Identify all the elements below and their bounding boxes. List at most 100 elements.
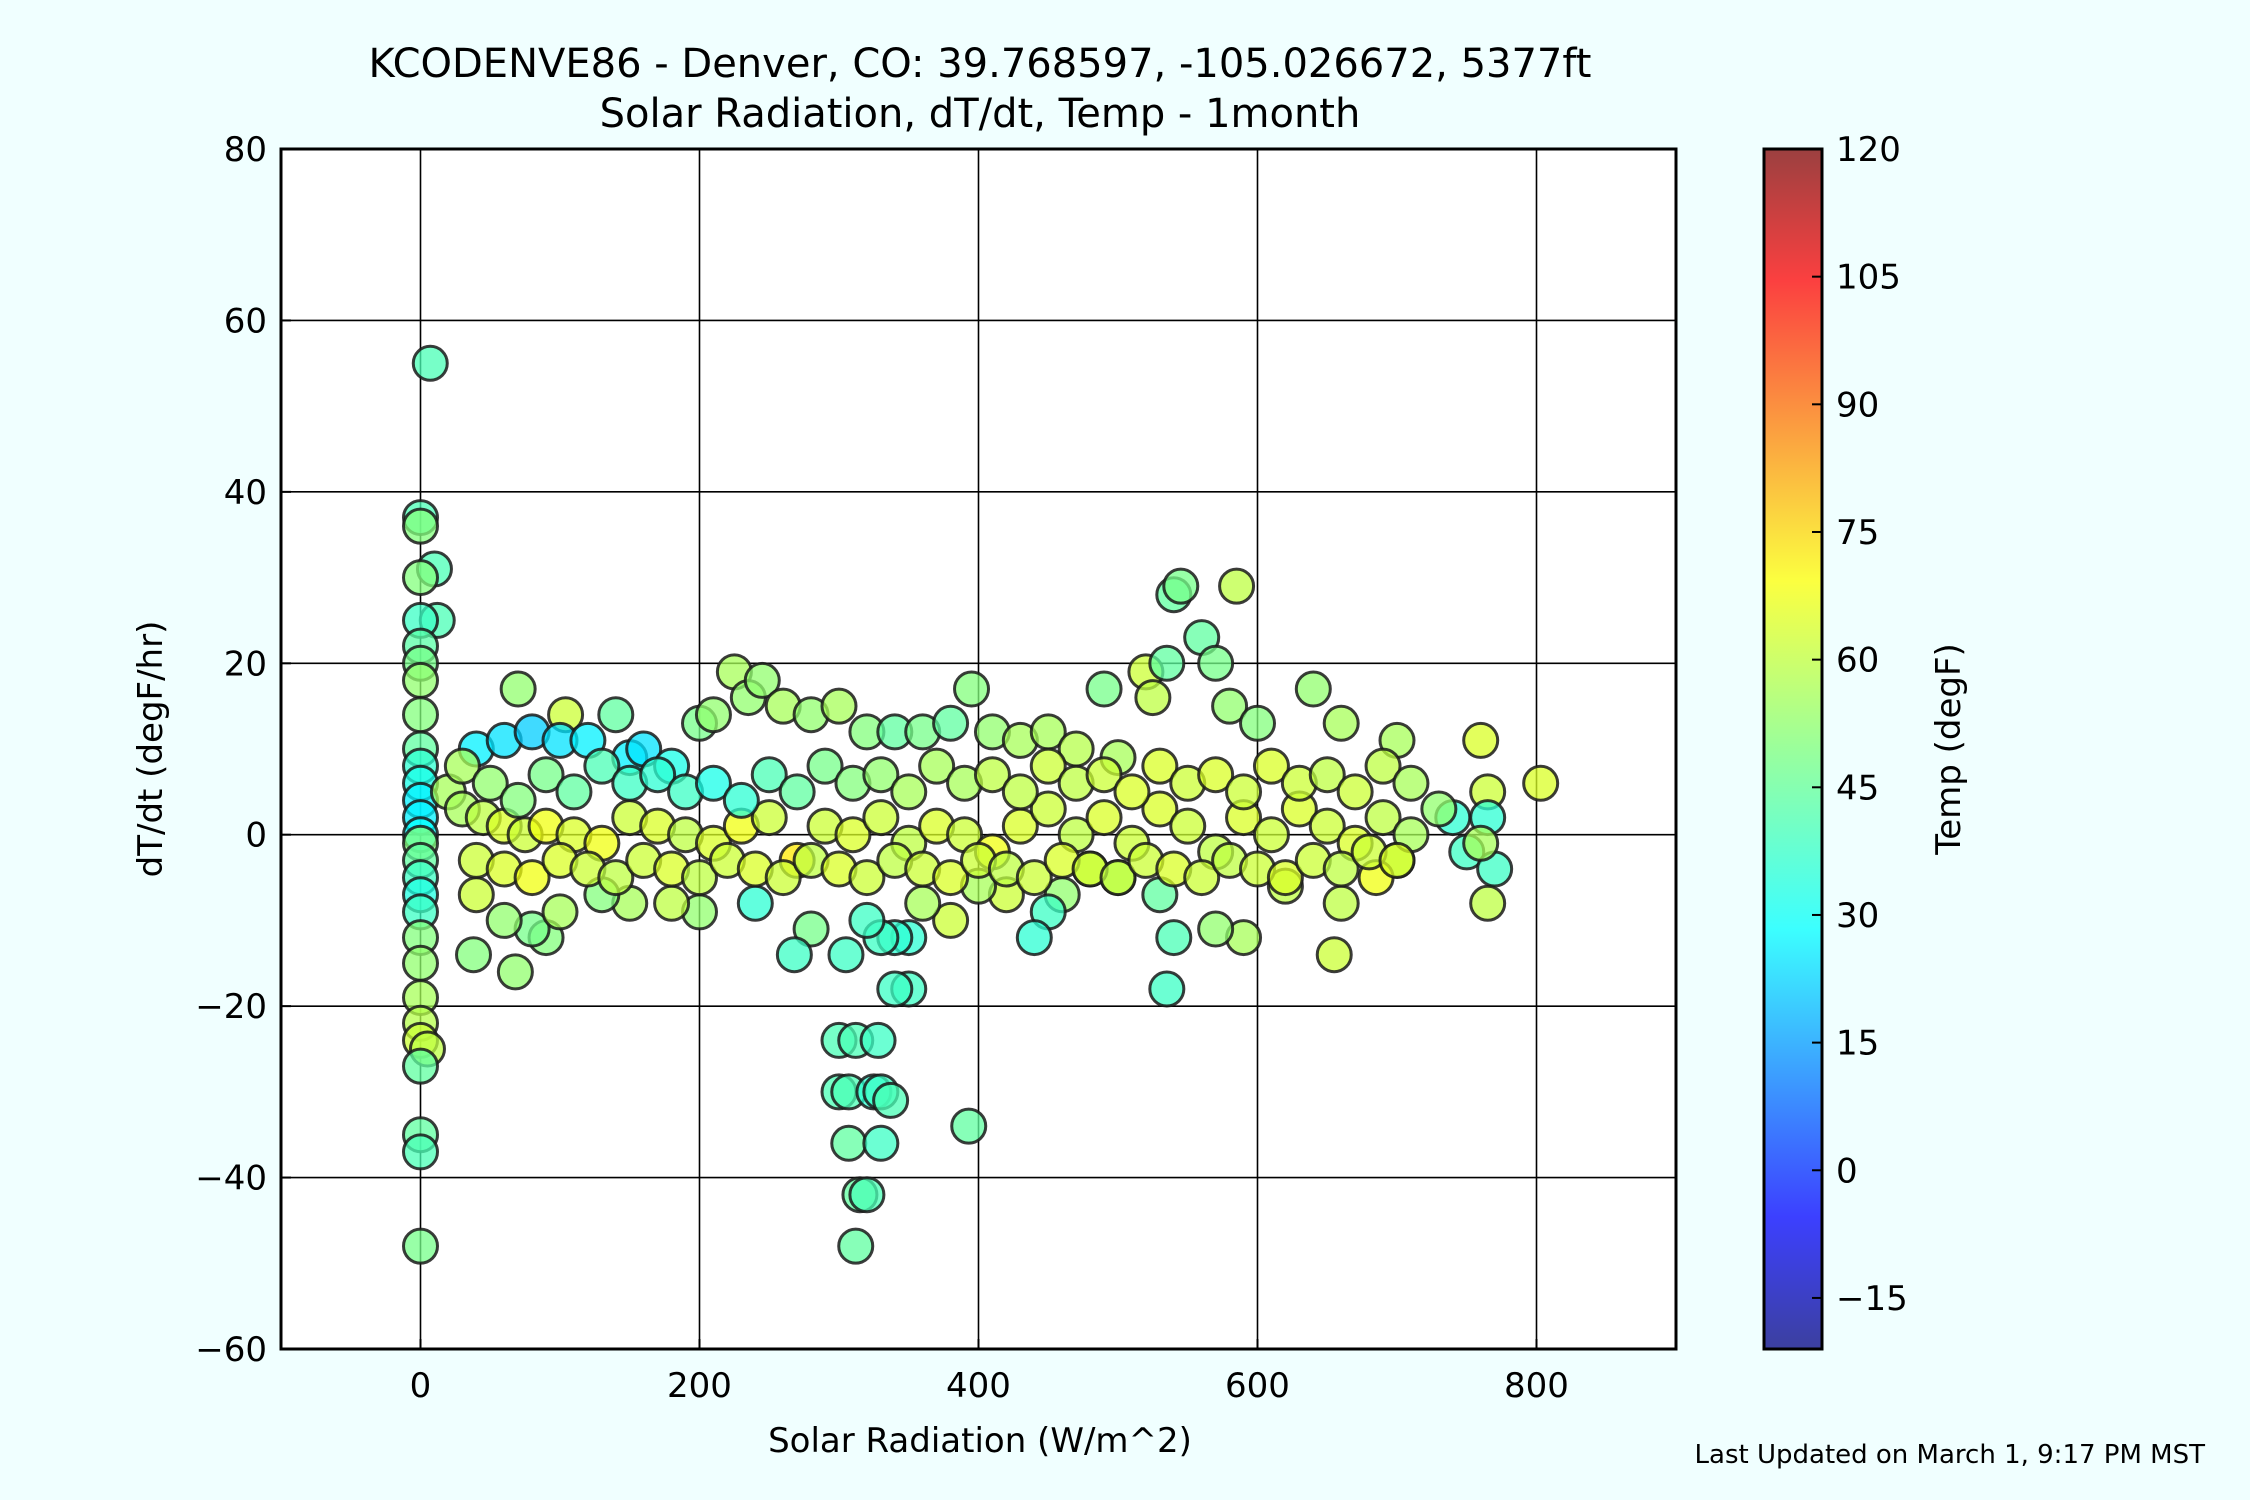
data-point: [918, 747, 956, 785]
y-axis-ticks: −60 −40 −20 0 20 40 60 80: [195, 130, 291, 1370]
data-point: [1085, 799, 1123, 837]
colorbar-tick-label: 45: [1836, 768, 1879, 808]
data-point: [597, 859, 635, 897]
data-point: [932, 901, 970, 939]
last-updated-text: Last Updated on March 1, 9:17 PM MST: [1695, 1440, 2206, 1470]
data-point: [1239, 704, 1276, 742]
data-point: [859, 1021, 897, 1059]
data-points: [402, 344, 1560, 1265]
data-point: [1197, 644, 1235, 682]
colorbar-frame: [1762, 147, 1824, 1351]
data-point: [1322, 850, 1360, 888]
data-point: [402, 1227, 439, 1265]
data-point: [1218, 567, 1256, 605]
colorbar-tick-label: 75: [1836, 513, 1879, 553]
data-point: [876, 970, 914, 1008]
y-tick-label: 0: [245, 816, 267, 856]
data-point: [1469, 884, 1507, 922]
x-tick-label: 400: [946, 1366, 1011, 1406]
data-point: [402, 944, 439, 982]
data-point: [973, 756, 1011, 794]
y-tick-label: 20: [224, 644, 267, 684]
data-point: [499, 781, 537, 819]
data-point: [862, 799, 900, 837]
data-point: [750, 756, 788, 794]
data-point: [834, 816, 872, 854]
data-point: [806, 747, 844, 785]
data-point: [953, 670, 991, 708]
colorbar-tick-label: 60: [1836, 641, 1879, 681]
data-point: [694, 764, 732, 802]
data-point: [527, 756, 565, 794]
data-point: [1522, 764, 1560, 802]
data-point: [1462, 824, 1500, 862]
data-point: [1141, 790, 1179, 828]
data-point: [862, 1124, 900, 1162]
data-point: [1099, 859, 1137, 897]
data-point: [555, 773, 593, 811]
data-point: [541, 893, 579, 931]
data-point: [837, 1227, 875, 1265]
data-point: [1162, 567, 1200, 605]
data-point: [485, 901, 523, 939]
data-point: [775, 936, 813, 974]
data-point: [1308, 756, 1346, 794]
data-point: [1015, 859, 1053, 897]
data-point: [1183, 859, 1221, 897]
data-point: [862, 756, 900, 794]
colorbar-tick-label: 105: [1836, 258, 1901, 298]
data-point: [1001, 773, 1039, 811]
data-point: [1085, 670, 1123, 708]
data-point: [1392, 764, 1430, 802]
data-point: [1336, 773, 1374, 811]
data-point: [830, 1124, 868, 1162]
data-point: [402, 696, 439, 734]
chart-title: KCODENVE86 - Denver, CO: 39.768597, -105…: [369, 41, 1592, 87]
data-point: [1225, 773, 1263, 811]
data-point: [792, 910, 830, 948]
data-point: [1462, 721, 1500, 759]
chart-subtitle: Solar Radiation, dT/dt, Temp - 1month: [600, 91, 1361, 137]
data-point: [1134, 679, 1172, 717]
data-point: [402, 559, 439, 597]
x-axis-ticks: 0 200 400 600 800: [410, 1339, 1569, 1406]
data-point: [778, 773, 816, 811]
data-point: [1015, 919, 1053, 957]
data-point: [402, 1047, 439, 1085]
colorbar-tick-label: −15: [1836, 1279, 1908, 1319]
data-point: [1197, 910, 1235, 948]
x-tick-label: 800: [1504, 1366, 1569, 1406]
data-point: [1029, 790, 1067, 828]
data-point: [1322, 884, 1360, 922]
data-point: [1364, 799, 1402, 837]
data-point: [1266, 859, 1304, 897]
y-tick-label: 40: [224, 473, 267, 513]
data-point: [1197, 756, 1235, 794]
x-tick-label: 0: [410, 1366, 432, 1406]
data-point: [1211, 687, 1249, 725]
data-point: [736, 884, 774, 922]
data-point: [513, 859, 551, 897]
data-point: [1029, 747, 1067, 785]
data-point: [932, 859, 970, 897]
colorbar-tick-label: 0: [1836, 1151, 1858, 1191]
data-point: [1141, 747, 1179, 785]
data-point: [583, 747, 621, 785]
data-point: [848, 901, 886, 939]
colorbar-ticks: −15 0 15 30 45 60 75 90 105 120: [1812, 130, 1908, 1319]
data-point: [848, 1176, 886, 1214]
data-point: [443, 747, 481, 785]
data-point: [597, 696, 635, 734]
data-point: [904, 884, 942, 922]
data-point: [1308, 807, 1346, 845]
data-point: [764, 859, 802, 897]
data-point: [1252, 816, 1290, 854]
data-point: [932, 704, 970, 742]
data-point: [827, 936, 865, 974]
data-point: [750, 799, 788, 837]
data-point: [1113, 773, 1151, 811]
data-point: [1322, 704, 1360, 742]
y-tick-label: 80: [224, 130, 267, 170]
data-point: [743, 661, 781, 699]
